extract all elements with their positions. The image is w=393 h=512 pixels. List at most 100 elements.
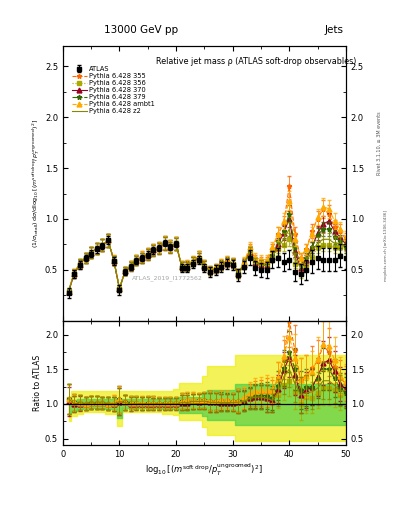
Pythia 6.428 355 — [179, 263, 184, 269]
Pythia 6.428 379 — [162, 239, 167, 245]
Pythia 6.428 379 — [168, 243, 173, 249]
Pythia 6.428 370 — [100, 242, 105, 248]
Pythia 6.428 355 — [332, 224, 337, 230]
Pythia 6.428 356 — [129, 263, 133, 269]
Pythia 6.428 379 — [174, 240, 178, 246]
Pythia 6.428 z2 — [332, 240, 337, 246]
Pythia 6.428 379 — [179, 263, 184, 269]
Pythia 6.428 355 — [213, 265, 218, 271]
Pythia 6.428 355 — [270, 246, 275, 252]
Pythia 6.428 z2 — [213, 266, 218, 272]
Pythia 6.428 z2 — [208, 268, 212, 274]
Pythia 6.428 356 — [213, 266, 218, 272]
Pythia 6.428 ambt1 — [332, 218, 337, 224]
Pythia 6.428 356 — [275, 246, 280, 252]
Pythia 6.428 379 — [275, 238, 280, 244]
Pythia 6.428 379 — [89, 249, 94, 255]
Pythia 6.428 ambt1 — [287, 198, 292, 204]
Pythia 6.428 356 — [168, 243, 173, 249]
Line: Pythia 6.428 355: Pythia 6.428 355 — [66, 184, 348, 293]
Pythia 6.428 ambt1 — [83, 254, 88, 261]
Pythia 6.428 ambt1 — [89, 249, 94, 255]
Pythia 6.428 ambt1 — [310, 231, 314, 237]
Pythia 6.428 ambt1 — [225, 258, 230, 264]
Pythia 6.428 355 — [287, 183, 292, 189]
Pythia 6.428 379 — [72, 270, 77, 276]
Pythia 6.428 z2 — [219, 263, 224, 269]
Text: ATLAS_2019_I1772562: ATLAS_2019_I1772562 — [132, 275, 203, 281]
Pythia 6.428 356 — [332, 244, 337, 250]
Pythia 6.428 370 — [140, 254, 145, 261]
Pythia 6.428 379 — [117, 285, 122, 291]
Pythia 6.428 356 — [106, 237, 110, 243]
Pythia 6.428 z2 — [275, 244, 280, 250]
Pythia 6.428 370 — [242, 262, 246, 268]
Pythia 6.428 355 — [304, 246, 309, 252]
Pythia 6.428 ambt1 — [292, 236, 297, 242]
Pythia 6.428 355 — [185, 262, 190, 268]
Pythia 6.428 ambt1 — [321, 204, 325, 210]
Pythia 6.428 z2 — [94, 245, 99, 251]
Pythia 6.428 379 — [213, 265, 218, 271]
Pythia 6.428 355 — [100, 242, 105, 248]
Text: Jets: Jets — [325, 25, 344, 35]
Pythia 6.428 356 — [287, 236, 292, 242]
Pythia 6.428 379 — [202, 262, 207, 268]
Pythia 6.428 z2 — [196, 254, 201, 261]
Pythia 6.428 379 — [100, 242, 105, 248]
Pythia 6.428 355 — [66, 288, 71, 294]
Pythia 6.428 z2 — [168, 244, 173, 250]
Pythia 6.428 379 — [292, 244, 297, 250]
Pythia 6.428 379 — [112, 258, 116, 264]
Pythia 6.428 ambt1 — [117, 285, 122, 291]
Pythia 6.428 ambt1 — [264, 257, 269, 263]
Pythia 6.428 356 — [94, 245, 99, 251]
Pythia 6.428 370 — [315, 230, 320, 236]
Pythia 6.428 379 — [270, 251, 275, 258]
Pythia 6.428 355 — [117, 285, 122, 291]
Pythia 6.428 355 — [298, 254, 303, 261]
Pythia 6.428 ambt1 — [77, 261, 82, 267]
Pythia 6.428 355 — [264, 259, 269, 265]
Pythia 6.428 379 — [230, 260, 235, 266]
Pythia 6.428 379 — [236, 270, 241, 276]
Pythia 6.428 z2 — [100, 242, 105, 248]
Pythia 6.428 370 — [310, 244, 314, 250]
Pythia 6.428 379 — [332, 234, 337, 240]
Pythia 6.428 z2 — [157, 245, 162, 251]
Pythia 6.428 356 — [315, 244, 320, 250]
Pythia 6.428 355 — [94, 245, 99, 251]
Pythia 6.428 z2 — [281, 236, 286, 242]
Pythia 6.428 370 — [219, 263, 224, 269]
Pythia 6.428 370 — [185, 264, 190, 270]
Pythia 6.428 ambt1 — [106, 237, 110, 243]
Pythia 6.428 355 — [292, 231, 297, 237]
Pythia 6.428 ambt1 — [140, 253, 145, 260]
Pythia 6.428 379 — [287, 211, 292, 217]
Pythia 6.428 355 — [247, 246, 252, 252]
Pythia 6.428 z2 — [191, 259, 195, 265]
Text: 13000 GeV pp: 13000 GeV pp — [105, 25, 178, 35]
Pythia 6.428 z2 — [134, 258, 139, 264]
Pythia 6.428 355 — [129, 263, 133, 269]
Pythia 6.428 370 — [123, 268, 127, 274]
Pythia 6.428 355 — [259, 259, 263, 265]
Pythia 6.428 370 — [77, 262, 82, 268]
Pythia 6.428 z2 — [310, 248, 314, 254]
Pythia 6.428 ambt1 — [100, 242, 105, 248]
Pythia 6.428 ambt1 — [185, 262, 190, 268]
Pythia 6.428 ambt1 — [236, 270, 241, 276]
Pythia 6.428 356 — [196, 254, 201, 261]
Pythia 6.428 z2 — [230, 261, 235, 267]
Pythia 6.428 355 — [230, 260, 235, 266]
Pythia 6.428 370 — [196, 254, 201, 261]
Pythia 6.428 370 — [72, 271, 77, 277]
Pythia 6.428 z2 — [106, 237, 110, 243]
Pythia 6.428 ambt1 — [157, 244, 162, 250]
Pythia 6.428 z2 — [162, 240, 167, 246]
Pythia 6.428 z2 — [287, 226, 292, 232]
Pythia 6.428 356 — [191, 259, 195, 265]
Pythia 6.428 379 — [219, 262, 224, 268]
Pythia 6.428 z2 — [315, 240, 320, 246]
Pythia 6.428 z2 — [179, 264, 184, 270]
